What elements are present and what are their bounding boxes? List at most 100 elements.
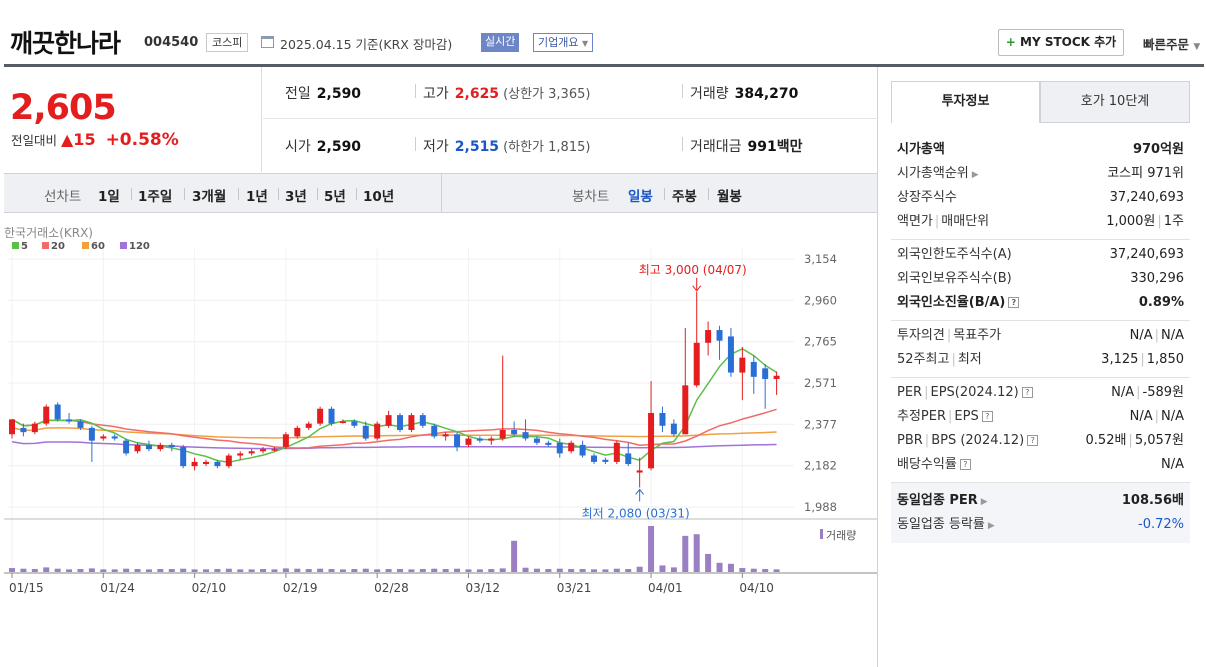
divider bbox=[441, 174, 442, 212]
current-price-panel: 2,605 전일대비 ▲15 +0.58% bbox=[4, 67, 262, 172]
row-market-cap-rank[interactable]: 시가총액순위 ▶ 코스피 971위 bbox=[891, 162, 1190, 186]
line-chart-label: 선차트 bbox=[44, 189, 82, 205]
volume-bar bbox=[670, 567, 677, 572]
info-value: 1,850 bbox=[1146, 352, 1184, 367]
chart-period-bar: 선차트 1일 1주일 3개월 1년 3년 5년 10년 봉차트 일봉 주봉 월봉 bbox=[4, 173, 877, 213]
info-key: 52주최고 bbox=[897, 352, 950, 367]
stat-label: 거래대금 bbox=[690, 139, 742, 155]
upper-limit: (상한가 3,365) bbox=[503, 87, 591, 102]
row-sector-rate[interactable]: 동일업종 등락률 ▶ -0.72% bbox=[891, 513, 1190, 537]
volume-bar bbox=[317, 568, 324, 572]
volume-bar bbox=[693, 534, 700, 572]
change-amount: ▲15 bbox=[61, 130, 96, 149]
volume-bar bbox=[305, 569, 312, 572]
group-valuation: PER | EPS(2024.12)? N/A | -589원 추정PER | EPS? N/A… bbox=[891, 378, 1190, 483]
period-1y[interactable]: 1년 bbox=[246, 189, 268, 205]
help-icon[interactable]: ? bbox=[1021, 387, 1033, 398]
info-value: N/A bbox=[1129, 328, 1153, 343]
help-icon[interactable]: ? bbox=[959, 459, 971, 470]
stat-high: 고가 2,625 (상한가 3,365) bbox=[423, 83, 590, 103]
period-10y[interactable]: 10년 bbox=[363, 189, 395, 205]
candle-body bbox=[339, 421, 346, 423]
stat-amount: 거래대금 991백만 bbox=[690, 136, 803, 156]
help-icon[interactable]: ? bbox=[1027, 435, 1039, 446]
info-value: 0.89% bbox=[1138, 295, 1184, 310]
calendar-icon bbox=[261, 36, 274, 48]
candle-body bbox=[77, 421, 84, 428]
realtime-button[interactable]: 실시간 bbox=[481, 33, 520, 52]
candle-body bbox=[750, 361, 757, 377]
candle-body bbox=[556, 442, 563, 454]
candle-body bbox=[705, 330, 712, 343]
candle-body bbox=[237, 453, 244, 456]
min-arrow-head bbox=[635, 488, 645, 495]
info-value: 5,057원 bbox=[1134, 433, 1184, 448]
volume-legend-label: 거래량 bbox=[826, 529, 856, 542]
price-change: 전일대비 ▲15 +0.58% bbox=[11, 130, 179, 150]
company-overview-label: 기업개요 bbox=[538, 36, 579, 49]
separator bbox=[317, 188, 318, 200]
info-key: 추정PER bbox=[897, 409, 947, 424]
candle-body bbox=[294, 427, 301, 437]
candle-body bbox=[727, 336, 734, 373]
row-sector-per[interactable]: 동일업종 PER ▶ 108.56배 bbox=[891, 489, 1190, 513]
candle-body bbox=[88, 427, 95, 441]
period-3m[interactable]: 3개월 bbox=[192, 189, 227, 205]
company-overview-dropdown[interactable]: 기업개요 ▼ bbox=[533, 33, 594, 52]
row-dividend: 배당수익률? N/A bbox=[891, 453, 1190, 477]
help-icon[interactable]: ? bbox=[1008, 297, 1020, 308]
period-1d[interactable]: 1일 bbox=[98, 189, 120, 205]
info-key: 외국인한도주식수(A) bbox=[897, 247, 1012, 262]
info-key: 배당수익률 bbox=[897, 457, 957, 472]
quick-order-dropdown[interactable]: 빠른주문 ▼ bbox=[1143, 34, 1200, 53]
period-3y[interactable]: 3년 bbox=[285, 189, 307, 205]
candle-daily[interactable]: 일봉 bbox=[628, 189, 653, 205]
volume-bar bbox=[442, 569, 449, 572]
info-value: N/A bbox=[1161, 457, 1184, 472]
candle-body bbox=[648, 412, 655, 469]
tab-investment-info[interactable]: 투자정보 bbox=[891, 81, 1040, 123]
volume-bar bbox=[648, 526, 655, 572]
info-key: 시가총액 bbox=[897, 142, 945, 157]
stock-chart[interactable]: 한국거래소(KRX) 5 20 60 120 3,154 2,960 2,765 2,571 2,… bbox=[4, 214, 877, 667]
stat-value: 2,590 bbox=[316, 86, 362, 102]
candle-body bbox=[465, 438, 472, 445]
volume-bar bbox=[31, 569, 38, 572]
candle-weekly[interactable]: 주봉 bbox=[672, 189, 697, 205]
investment-info-list: 시가총액 970억원 시가총액순위 ▶ 코스피 971위 상장주식수 37,240,69… bbox=[891, 135, 1190, 543]
stat-volume: 거래량 384,270 bbox=[690, 83, 798, 103]
candle-body bbox=[351, 421, 358, 426]
candle-body bbox=[442, 434, 449, 437]
row-pbr: PBR | BPS (2024.12)? 0.52배 | 5,057원 bbox=[897, 433, 1184, 448]
volume-bar bbox=[465, 569, 472, 572]
legend-swatch-ma-20 bbox=[42, 242, 49, 249]
base-date: 2025.04.15 기준(KRX 장마감) bbox=[280, 37, 453, 52]
volume-bar bbox=[568, 569, 575, 572]
group-opinion: 투자의견 | 목표주가 N/A | N/A 52주최고 | 최저 3,125 | 1,850 bbox=[891, 321, 1190, 378]
help-icon[interactable]: ? bbox=[981, 411, 993, 422]
separator bbox=[664, 188, 665, 200]
max-arrow-head bbox=[692, 285, 702, 292]
candle-body bbox=[145, 444, 152, 450]
candle-chart-label: 봉차트 bbox=[572, 189, 610, 205]
tab-orderbook-10[interactable]: 호가 10단계 bbox=[1040, 81, 1190, 123]
separator bbox=[415, 137, 416, 151]
candle-body bbox=[54, 404, 61, 420]
candlestick-chart: 한국거래소(KRX)5 20 60 120 3,154 2,960 2,765 2,571 2,… bbox=[4, 226, 877, 595]
candle-body bbox=[385, 415, 392, 426]
candle-monthly[interactable]: 월봉 bbox=[717, 189, 742, 205]
volume-bar bbox=[180, 568, 187, 572]
volume-bar bbox=[579, 569, 586, 572]
change-label: 전일대비 bbox=[11, 133, 58, 148]
candle-body bbox=[362, 425, 369, 439]
volume-bar bbox=[362, 568, 369, 572]
period-1w[interactable]: 1주일 bbox=[138, 189, 173, 205]
info-key: 동일업종 PER bbox=[897, 493, 978, 508]
my-stock-add-button[interactable]: + MY STOCK 추가 bbox=[998, 29, 1124, 56]
row-foreign-holding: 외국인보유주식수(B) 330,296 bbox=[891, 267, 1190, 291]
period-5y[interactable]: 5년 bbox=[324, 189, 346, 205]
candle-body bbox=[591, 455, 597, 462]
candle-body bbox=[545, 442, 552, 445]
row-opinion: 투자의견 | 목표주가 N/A | N/A bbox=[897, 328, 1184, 343]
stat-value: 2,590 bbox=[316, 139, 362, 155]
